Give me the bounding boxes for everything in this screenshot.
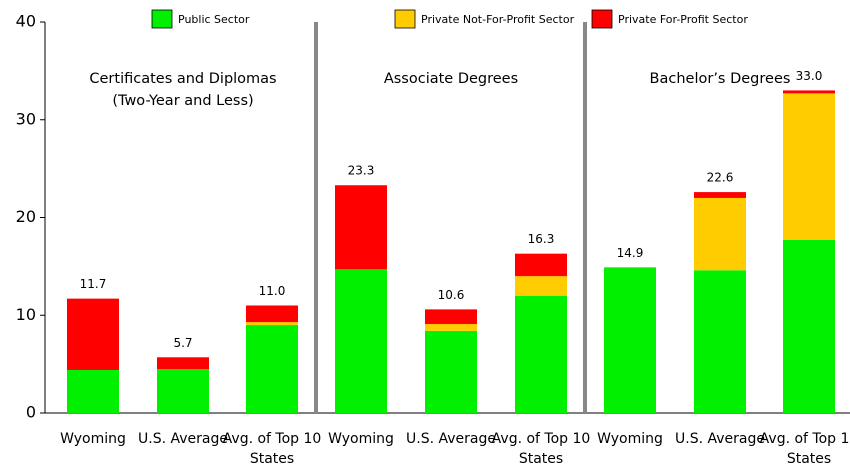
bar-segment (515, 295, 567, 413)
bar-segment (425, 324, 477, 331)
y-tick-label: 20 (16, 207, 36, 226)
bar-segment (604, 267, 656, 413)
bar-segment (783, 93, 835, 240)
bar-segment (335, 269, 387, 413)
group-label: Bachelor’s Degrees (649, 71, 791, 87)
x-tick-label-box: Avg. of Top 10 States (759, 431, 850, 467)
x-tick-label: Avg. of Top 10 States (491, 431, 591, 467)
bar-segment (67, 298, 119, 370)
x-tick-label-box: U.S. Average (406, 431, 496, 447)
legend-label: Private Not-For-Profit Sector (421, 13, 575, 26)
bar-segment (694, 192, 746, 198)
x-tick-label-box: Avg. of Top 10 States (491, 431, 591, 467)
legend-swatch (151, 9, 173, 29)
x-tick-label-box: U.S. Average (675, 431, 765, 447)
x-tick-label-box: Wyoming (328, 431, 394, 447)
group-label: Associate Degrees (383, 71, 519, 87)
x-tick-label-box: U.S. Average (138, 431, 228, 447)
x-tick-label-box: Avg. of Top 10 States (222, 431, 322, 467)
bar-segment (425, 309, 477, 325)
x-tick-label: Wyoming (60, 431, 126, 447)
x-tick-label: Wyoming (328, 431, 394, 447)
bar-segment (246, 305, 298, 323)
bar-segment (515, 253, 567, 277)
bar-segment (246, 322, 298, 326)
x-tick-label: Wyoming (597, 431, 663, 447)
total-label: 14.9 (617, 246, 644, 260)
bar-segment (425, 330, 477, 413)
bar-segment (783, 239, 835, 413)
y-tick-label: 10 (16, 305, 36, 324)
legend-label: Public Sector (178, 13, 250, 26)
x-tick-label: U.S. Average (675, 431, 765, 447)
legend-swatch (591, 9, 613, 29)
total-label: 11.7 (80, 277, 107, 291)
x-tick-label: Avg. of Top 10 States (759, 431, 850, 467)
bar-segment (694, 270, 746, 413)
bar-segment (246, 325, 298, 413)
total-label: 10.6 (438, 288, 465, 302)
y-tick-label: 0 (26, 403, 36, 422)
bar-segment (157, 357, 209, 370)
legend-swatch (394, 9, 416, 29)
x-tick-label: U.S. Average (406, 431, 496, 447)
legend-label: Private For-Profit Sector (618, 13, 748, 26)
x-tick-label: U.S. Average (138, 431, 228, 447)
total-label: 22.6 (707, 171, 734, 185)
bar-segment (694, 197, 746, 271)
bar-segment (157, 369, 209, 413)
total-label: 11.0 (259, 284, 286, 298)
bar-segment (515, 276, 567, 296)
bar-segment (335, 185, 387, 270)
bar-segment (67, 369, 119, 413)
total-label: 23.3 (348, 164, 375, 178)
total-label: 16.3 (528, 232, 555, 246)
x-tick-label-box: Wyoming (60, 431, 126, 447)
group-label-box: Bachelor’s Degrees (649, 71, 791, 87)
group-label-box: Associate Degrees (383, 71, 519, 87)
group-label-box: Certificates and Diplomas (Two-Year and … (89, 71, 277, 109)
total-label: 5.7 (173, 336, 192, 350)
y-tick-label: 40 (16, 12, 36, 31)
bar-segment (783, 90, 835, 94)
total-label: 33.0 (796, 69, 823, 83)
x-tick-label-box: Wyoming (597, 431, 663, 447)
y-tick-label: 30 (16, 109, 36, 128)
group-label: Certificates and Diplomas (Two-Year and … (89, 71, 277, 109)
x-tick-label: Avg. of Top 10 States (222, 431, 322, 467)
